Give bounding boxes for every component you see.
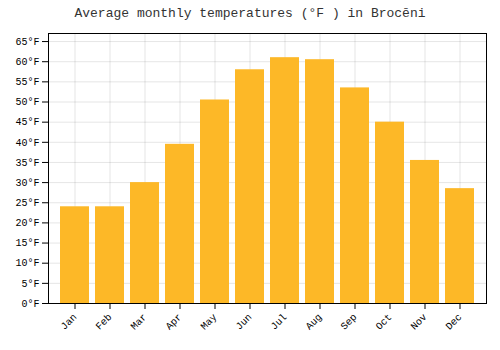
svg-text:20°F: 20°F <box>15 218 39 229</box>
svg-text:Jan: Jan <box>59 312 80 333</box>
svg-text:65°F: 65°F <box>15 37 39 48</box>
svg-text:Sep: Sep <box>339 312 360 333</box>
svg-text:Dec: Dec <box>444 312 465 333</box>
svg-text:50°F: 50°F <box>15 97 39 108</box>
svg-text:45°F: 45°F <box>15 117 39 128</box>
svg-text:55°F: 55°F <box>15 77 39 88</box>
svg-text:Jul: Jul <box>269 312 290 333</box>
svg-text:Apr: Apr <box>164 312 185 333</box>
svg-text:Jun: Jun <box>234 312 255 333</box>
svg-text:30°F: 30°F <box>15 178 39 189</box>
svg-text:15°F: 15°F <box>15 238 39 249</box>
svg-text:35°F: 35°F <box>15 158 39 169</box>
svg-text:Nov: Nov <box>409 312 430 333</box>
svg-text:Mar: Mar <box>129 312 150 333</box>
svg-text:5°F: 5°F <box>21 279 39 290</box>
svg-text:10°F: 10°F <box>15 258 39 269</box>
html-text:Average monthly temperatures (: Average monthly temperatures (°F ) in Br… <box>74 6 426 21</box>
svg-text:0°F: 0°F <box>21 299 39 310</box>
svg-text:May: May <box>199 312 220 333</box>
svg-text:Aug: Aug <box>304 312 325 333</box>
svg-text:25°F: 25°F <box>15 198 39 209</box>
svg-text:40°F: 40°F <box>15 138 39 149</box>
svg-text:60°F: 60°F <box>15 57 39 68</box>
svg-text:Oct: Oct <box>374 312 395 333</box>
svg-text:Feb: Feb <box>94 312 115 333</box>
